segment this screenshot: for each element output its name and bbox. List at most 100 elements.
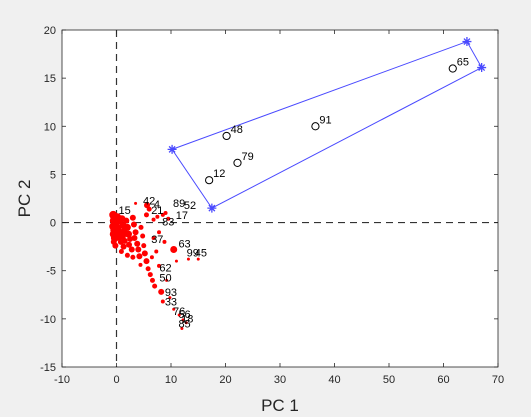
data-point xyxy=(154,249,159,254)
y-axis-label: PC 2 xyxy=(15,180,34,218)
x-tick-label: 20 xyxy=(219,374,231,386)
data-point xyxy=(112,242,119,249)
data-point xyxy=(149,277,155,283)
outlier-label: 65 xyxy=(457,57,469,69)
data-point xyxy=(196,257,200,261)
x-tick-label: 0 xyxy=(113,374,119,386)
data-point xyxy=(124,230,132,238)
x-tick-label: 60 xyxy=(437,374,449,386)
data-point xyxy=(144,202,151,209)
data-point xyxy=(145,266,151,272)
y-tick-label: -5 xyxy=(46,266,56,278)
outlier-label: 79 xyxy=(241,151,253,163)
outlier-point xyxy=(448,64,457,73)
data-point xyxy=(172,307,176,311)
data-point xyxy=(128,246,135,253)
outlier-point xyxy=(233,158,242,167)
point-label: 42 xyxy=(143,195,155,207)
outlier-label: 12 xyxy=(213,168,225,180)
data-point xyxy=(157,263,162,268)
y-tick-label: 20 xyxy=(44,25,56,37)
y-tick-label: -15 xyxy=(40,362,56,374)
outlier-label: 48 xyxy=(231,124,243,136)
data-point xyxy=(138,224,144,230)
point-label: 76 xyxy=(173,306,185,318)
point-label: 15 xyxy=(119,205,131,217)
data-point xyxy=(177,313,181,317)
point-label: 93 xyxy=(165,287,177,299)
data-point xyxy=(135,246,142,253)
data-point xyxy=(130,221,137,228)
data-point xyxy=(123,217,130,224)
data-point xyxy=(160,299,165,304)
data-point xyxy=(141,243,147,249)
data-point xyxy=(130,254,136,260)
y-tick-label: 0 xyxy=(50,218,56,230)
point-label: 89 xyxy=(173,198,185,210)
outlier-points xyxy=(205,64,457,185)
data-point xyxy=(151,217,156,222)
data-point xyxy=(157,230,162,235)
outlier-point xyxy=(222,131,231,141)
data-point xyxy=(174,259,178,263)
data-point xyxy=(168,296,172,300)
outlier-point xyxy=(311,122,320,131)
data-point xyxy=(151,235,156,240)
data-point xyxy=(140,233,146,239)
hull-vertex-marker xyxy=(207,203,217,213)
data-point xyxy=(147,272,153,278)
y-tick-label: -10 xyxy=(40,314,56,326)
point-label: 4 xyxy=(154,199,160,211)
data-point xyxy=(162,239,167,244)
data-point xyxy=(184,321,188,325)
x-tick-label: 30 xyxy=(274,374,286,386)
data-point xyxy=(134,201,138,205)
data-point xyxy=(149,255,154,260)
y-tick-label: 5 xyxy=(50,169,56,181)
data-point xyxy=(143,258,150,265)
outlier-point xyxy=(205,176,214,185)
data-point xyxy=(136,253,143,260)
point-label: 56 xyxy=(178,309,190,321)
x-axis-label: PC 1 xyxy=(261,396,299,415)
data-point xyxy=(141,250,148,257)
outlier-label: 91 xyxy=(319,114,331,126)
point-label: 63 xyxy=(178,239,190,251)
data-point xyxy=(166,216,171,221)
point-label: 21 xyxy=(151,205,163,217)
point-label: 99 xyxy=(187,247,199,259)
plot-area xyxy=(62,30,498,367)
data-point xyxy=(186,257,190,261)
data-point xyxy=(120,243,127,250)
point-label: 83 xyxy=(162,216,174,228)
x-tick-label: 10 xyxy=(165,374,177,386)
data-point xyxy=(170,246,178,254)
data-point xyxy=(165,278,169,282)
hull-vertex-marker xyxy=(462,37,472,47)
x-tick-label: -10 xyxy=(54,374,70,386)
data-point xyxy=(138,262,143,267)
point-label: 37 xyxy=(151,234,163,246)
point-label: 50 xyxy=(159,272,171,284)
data-point xyxy=(152,283,158,289)
data-point xyxy=(158,288,165,295)
data-points xyxy=(109,201,200,330)
data-point xyxy=(131,234,138,241)
x-tick-label: 40 xyxy=(328,374,340,386)
point-label: 33 xyxy=(165,296,177,308)
point-label: 18 xyxy=(181,314,193,326)
point-label: 52 xyxy=(184,200,196,212)
data-point xyxy=(181,318,185,322)
data-point xyxy=(132,229,139,236)
y-tick-label: 10 xyxy=(44,121,56,133)
point-label: 85 xyxy=(178,319,190,331)
x-tick-label: 70 xyxy=(492,374,504,386)
data-point xyxy=(121,237,128,244)
x-tick-label: 50 xyxy=(383,374,395,386)
point-label: 17 xyxy=(176,210,188,222)
data-point xyxy=(155,214,160,219)
data-point xyxy=(118,248,124,254)
data-point xyxy=(134,240,141,247)
